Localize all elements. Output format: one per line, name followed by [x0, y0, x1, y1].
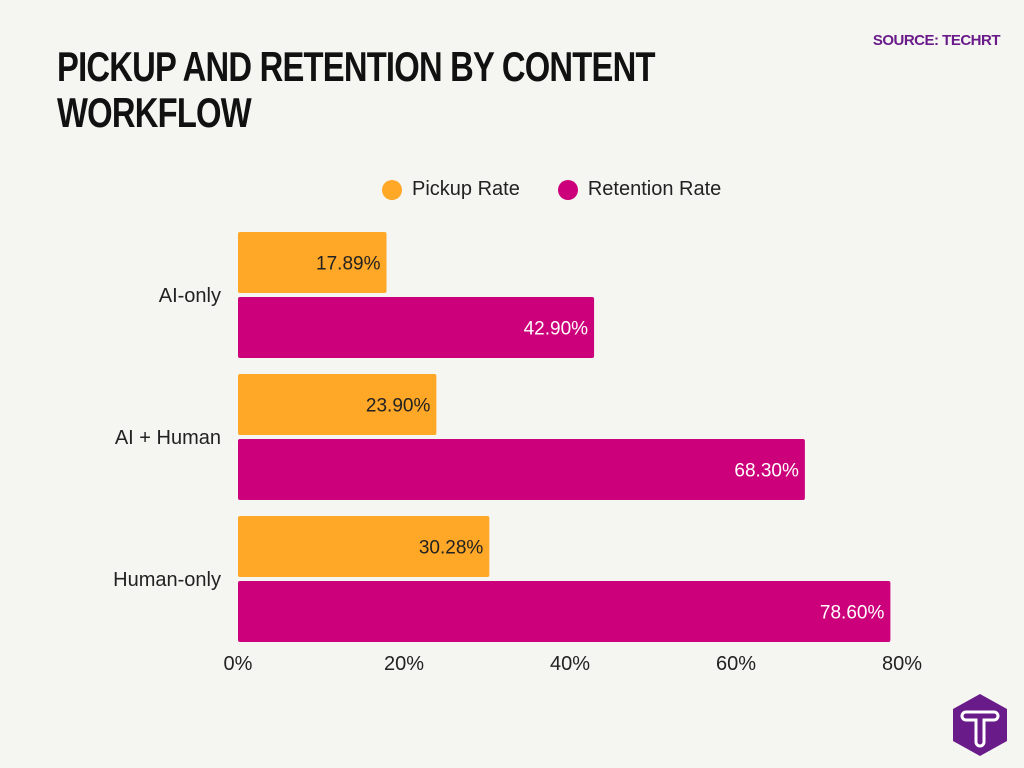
source-label: SOURCE: TECHRT	[872, 32, 1001, 49]
x-tick-label: 40%	[550, 653, 590, 675]
x-tick-label: 80%	[882, 653, 922, 675]
bar-chart: AI-only 17.89% 42.90% AI + Human 23.90% 68.30…	[113, 232, 922, 675]
chart-title: PICKUP AND RETENTION BY CONTENT WORKFLOW	[57, 43, 655, 136]
data-label: 78.60%	[820, 603, 885, 624]
legend-item-pickup: Pickup Rate	[382, 178, 520, 201]
category-label: AI-only	[159, 285, 221, 307]
data-label: 17.89%	[316, 254, 381, 275]
data-label: 23.90%	[366, 396, 431, 417]
data-label: 30.28%	[419, 538, 484, 559]
legend: Pickup Rate Retention Rate	[382, 178, 759, 201]
category-label: AI + Human	[115, 427, 221, 449]
legend-label-retention: Retention Rate	[587, 178, 722, 200]
bar-retention	[238, 581, 891, 642]
bar-retention	[238, 297, 595, 358]
techrt-logo	[953, 694, 1007, 756]
bar-pickup	[238, 374, 437, 435]
legend-label-pickup: Pickup Rate	[412, 178, 520, 200]
bar-pickup	[238, 232, 387, 293]
legend-item-retention: Retention Rate	[557, 178, 722, 201]
legend-swatch-pickup	[382, 179, 402, 200]
legend-swatch-retention	[557, 179, 578, 200]
data-label: 42.90%	[524, 319, 589, 340]
bar-pickup	[238, 516, 490, 577]
x-tick-label: 20%	[384, 653, 424, 675]
category-label: Human-only	[113, 569, 221, 591]
x-tick-label: 60%	[716, 653, 756, 675]
data-label: 68.30%	[734, 461, 799, 482]
x-tick-label: 0%	[224, 653, 253, 675]
bar-retention	[238, 439, 805, 500]
